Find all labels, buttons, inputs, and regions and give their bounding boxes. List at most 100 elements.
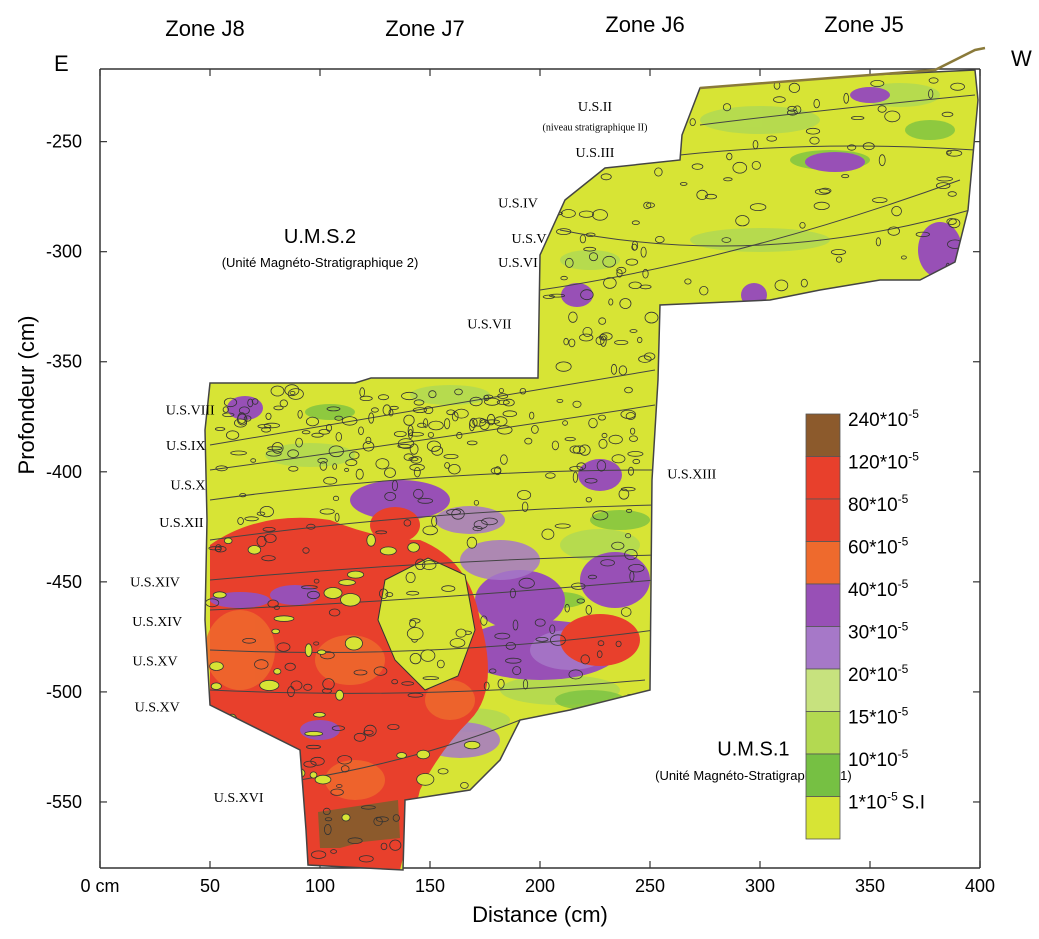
pebble: [531, 424, 539, 434]
pebble: [417, 422, 427, 428]
pebble: [814, 188, 831, 195]
pebble-filled: [247, 545, 262, 555]
pebble: [602, 255, 616, 268]
pebble: [370, 407, 379, 413]
pebble: [884, 110, 901, 123]
strata-label: U.S.XIV: [132, 615, 182, 630]
pebble: [619, 110, 629, 116]
pebble: [640, 246, 647, 258]
legend-label: 60*10-5: [848, 535, 909, 559]
pebble: [355, 468, 364, 480]
pebble: [422, 560, 437, 571]
pebble: [751, 160, 761, 170]
pebble: [560, 81, 571, 92]
pebble: [841, 174, 850, 179]
pebble: [428, 420, 444, 431]
pebble: [654, 236, 665, 244]
pebble: [564, 603, 570, 613]
pebble: [310, 850, 327, 859]
legend-swatch: [805, 796, 841, 840]
pebble: [322, 807, 331, 816]
pebble: [628, 135, 645, 147]
pebble: [601, 432, 608, 439]
pebble-filled: [316, 649, 327, 655]
pebble: [322, 678, 335, 690]
pebble: [585, 497, 592, 503]
zone-label: Zone J6: [605, 12, 685, 37]
pebble: [230, 450, 247, 456]
pebble: [261, 555, 276, 562]
legend-label: 120*10-5: [848, 450, 919, 474]
legend-swatch: [805, 498, 841, 542]
pebble: [689, 118, 696, 126]
pebble: [263, 422, 280, 429]
pebble: [306, 590, 320, 600]
pebble: [592, 209, 608, 221]
pebble: [375, 816, 389, 823]
pebble-filled: [344, 636, 363, 651]
pebble: [505, 642, 517, 650]
pebble: [373, 666, 388, 676]
pebble: [323, 824, 332, 836]
pebble: [612, 112, 619, 120]
pebble: [726, 152, 733, 161]
pebble-filled: [255, 741, 265, 756]
x-tick-label: 350: [855, 876, 885, 896]
pebble: [284, 384, 300, 397]
pebble-filled: [416, 773, 435, 786]
pebble: [585, 232, 596, 237]
strata-labels: U.S.II (niveau stratigraphique II) U.S.III…: [130, 100, 717, 806]
pebble-filled: [271, 628, 281, 635]
pebble: [616, 266, 627, 274]
pebble: [303, 683, 313, 691]
pebble: [563, 337, 569, 346]
pebble: [263, 533, 277, 544]
pebble: [572, 471, 579, 483]
pebble: [496, 399, 510, 405]
x-tick-label: 0 cm: [80, 876, 119, 896]
y-tick-label: -400: [46, 462, 82, 482]
pebble: [473, 499, 479, 506]
pebble: [334, 415, 344, 421]
pebble: [722, 103, 732, 112]
pebble: [587, 574, 598, 580]
y-tick-label: -500: [46, 682, 82, 702]
pebble: [443, 453, 459, 459]
pebble: [466, 440, 478, 446]
pebble: [358, 855, 374, 863]
pebble: [588, 417, 598, 429]
pebble: [732, 161, 748, 174]
pebble: [583, 246, 597, 252]
legend-label: 40*10-5: [848, 577, 909, 601]
pebble: [377, 394, 389, 401]
ums-title: U.M.S.2: [284, 226, 356, 248]
y-tick-label: -550: [46, 792, 82, 812]
pebble: [380, 842, 388, 851]
pebble: [788, 82, 801, 94]
y-tick-label: -350: [46, 352, 82, 372]
y-tick-label: -250: [46, 132, 82, 152]
pebble: [603, 277, 617, 289]
zone-label: Zone J5: [824, 12, 904, 37]
pebble: [412, 407, 427, 414]
pebble: [271, 442, 284, 454]
ums-subtitle: (Unité Magnéto-Stratigraphique 1): [655, 768, 852, 783]
pebble: [600, 173, 612, 181]
pebble: [524, 437, 533, 445]
strata-label: U.S.XVI: [214, 791, 264, 806]
pebble: [813, 201, 830, 210]
pebble: [449, 638, 466, 648]
ums-subtitle: (Unité Magnéto-Stratigraphique 2): [222, 255, 419, 270]
pebble: [323, 476, 338, 485]
pebble: [257, 424, 272, 429]
pebble: [375, 530, 388, 535]
pebble: [643, 352, 656, 361]
pebble: [579, 333, 594, 342]
pebble: [324, 817, 333, 822]
pebble: [496, 425, 513, 435]
pebble: [239, 493, 247, 498]
axis-tick-labels: 0 cm 50 100 150 200 250 300 350 400 -250 -300 -350 -…: [46, 132, 995, 896]
pebble: [317, 457, 328, 464]
pebble: [549, 293, 566, 298]
pebble: [428, 390, 437, 399]
